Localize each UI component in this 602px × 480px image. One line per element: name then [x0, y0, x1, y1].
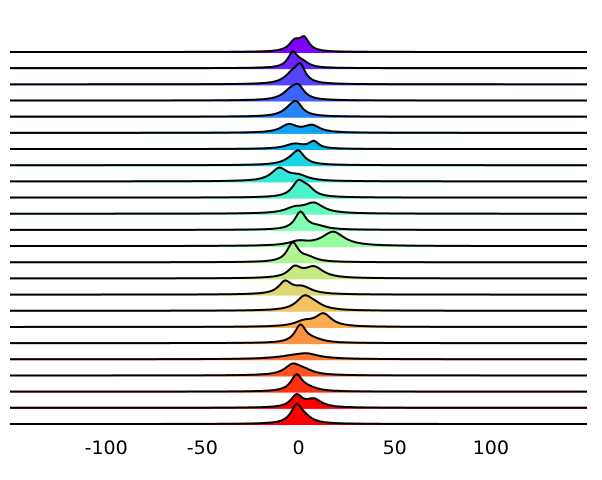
- ridge-fill: [10, 280, 587, 295]
- ridge-series-23: [10, 402, 588, 425]
- ridge-fill: [10, 313, 587, 327]
- ridge-series-13: [10, 240, 587, 264]
- ridge-line: [9, 82, 587, 102]
- ridge-series-12: [10, 230, 587, 248]
- ridge-line: [10, 392, 587, 409]
- ridge-fill: [10, 363, 587, 376]
- ridge-series-9: [10, 178, 587, 199]
- ridge-series-19: [9, 352, 587, 361]
- x-tick-label: 0: [292, 437, 304, 459]
- ridge-line: [10, 362, 587, 377]
- ridge-fill: [10, 179, 587, 198]
- ridge-line: [10, 99, 587, 118]
- ridge-line: [10, 139, 587, 151]
- ridge-series-7: [10, 149, 587, 167]
- ridge-series-2: [10, 62, 587, 86]
- ridge-line: [10, 62, 587, 86]
- ridge-series-5: [10, 122, 587, 134]
- ridge-series-6: [10, 139, 587, 151]
- x-axis: -100 -50 0 50 100: [85, 437, 509, 459]
- ridge-line: [10, 166, 587, 183]
- ridge-line: [9, 352, 587, 361]
- ridge-line: [10, 402, 588, 425]
- ridge-series-18: [10, 323, 587, 345]
- ridge-line: [10, 149, 587, 167]
- ridge-fill: [10, 393, 587, 408]
- x-tick-label: 100: [473, 437, 509, 459]
- ridge-fill: [10, 83, 587, 101]
- ridge-fill: [10, 353, 587, 360]
- ridge-line: [10, 372, 587, 393]
- ridge-line: [10, 240, 587, 264]
- ridge-line: [10, 122, 587, 134]
- ridge-fill: [10, 295, 587, 311]
- ridge-series-4: [10, 99, 587, 118]
- ridge-series-15: [10, 279, 587, 296]
- ridge-line: [10, 323, 587, 345]
- ridge-fill: [10, 403, 587, 424]
- ridge-fill: [10, 140, 587, 150]
- ridge-fill: [10, 150, 587, 166]
- ridge-line: [10, 294, 587, 312]
- ridge-fill: [10, 202, 587, 214]
- ridge-series-21: [10, 372, 587, 393]
- ridge-fill: [10, 231, 587, 247]
- ridge-fill: [10, 265, 587, 279]
- ridge-line: [10, 178, 587, 199]
- ridge-series-14: [10, 264, 587, 280]
- ridge-fill: [10, 211, 587, 230]
- ridge-series-11: [10, 210, 587, 231]
- ridge-line: [10, 312, 587, 328]
- ridge-series-20: [10, 362, 587, 377]
- ridge-fill: [10, 51, 587, 69]
- ridge-line: [10, 35, 587, 53]
- ridge-fill: [10, 100, 587, 117]
- ridges-group: [9, 35, 588, 425]
- ridge-series-16: [10, 294, 587, 312]
- x-tick-label: -100: [85, 437, 128, 459]
- ridge-series-0: [10, 35, 587, 53]
- x-tick-label: 50: [383, 437, 407, 459]
- ridge-line: [10, 50, 587, 70]
- ridge-fill: [10, 63, 587, 85]
- ridge-fill: [10, 36, 587, 52]
- ridge-fill: [10, 242, 587, 263]
- ridge-line: [10, 279, 587, 296]
- ridge-series-3: [9, 82, 587, 102]
- ridge-fill: [10, 324, 587, 344]
- ridge-fill: [10, 374, 587, 392]
- ridge-line: [10, 264, 587, 280]
- ridge-fill: [10, 123, 587, 133]
- ridge-line: [10, 210, 587, 231]
- x-tick-label: -50: [187, 437, 218, 459]
- ridge-line: [10, 230, 587, 248]
- ridge-line: [10, 201, 587, 215]
